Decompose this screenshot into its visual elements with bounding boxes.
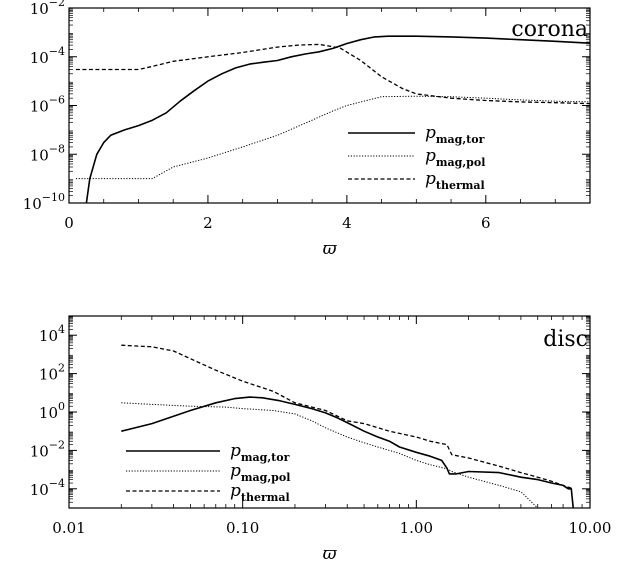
x-tick-label: 6 [481,214,491,232]
legend-label: pthermal [230,481,290,504]
y-tick-label: 10−2 [30,0,65,18]
panel-annotation: corona [511,17,588,42]
y-tick-label: 10−4 [30,45,65,67]
x-tick-label: 0 [64,214,74,232]
y-tick-label: 100 [39,400,65,422]
legend-label: pmag,tor [425,123,485,146]
y-tick-label: 10−6 [30,94,65,116]
y-tick-label: 10−4 [30,477,65,499]
series-group [121,344,574,508]
series-line-dashed [75,43,590,105]
x-axis-label: ϖ [323,544,338,564]
series-line-dotted [75,95,590,180]
y-tick-label: 104 [39,323,65,345]
legend-label: pmag,tor [230,441,290,464]
series-group [75,35,590,203]
x-tick-label: 10.00 [569,519,612,537]
legend-label: pmag,pol [425,146,485,169]
panel-bottom: 0.01 0.10 1.00 10.00 10−4 10−2 100 102 104 ϖ disc p… [30,315,612,564]
series-line-solid [85,35,590,203]
x-tick-label: 2 [203,214,213,232]
series-line-dotted [121,402,539,508]
y-tick-label: 10−10 [23,191,65,213]
y-tick-label: 10−2 [30,438,65,460]
legend-label: pthermal [425,169,485,192]
panel-top: 0 2 4 6 10−10 10−8 10−6 10−4 10−2 ϖ corona pmag,tor… [23,0,591,259]
series-line-solid [121,396,574,508]
plot-frame [68,315,591,509]
series-line-dashed [121,344,574,490]
x-axis-label: ϖ [323,239,338,259]
x-tick-label: 1.00 [400,519,433,537]
panel-annotation: disc [543,327,588,352]
legend-label: pmag,pol [230,461,290,484]
y-tick-label: 10−8 [30,142,65,164]
x-tick-label: 4 [342,214,352,232]
x-tick-label: 0.01 [52,519,85,537]
y-tick-label: 102 [39,362,65,384]
x-tick-label: 0.10 [226,519,259,537]
